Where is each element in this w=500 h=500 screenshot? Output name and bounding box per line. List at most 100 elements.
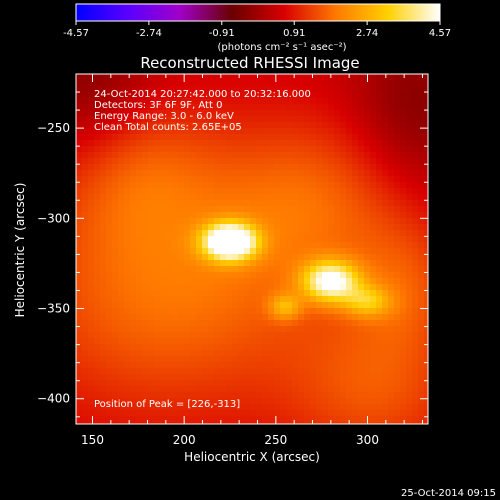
heatmap-cell bbox=[304, 374, 311, 381]
heatmap-cell bbox=[280, 206, 287, 213]
heatmap-cell bbox=[250, 368, 257, 375]
heatmap-cell bbox=[250, 158, 257, 165]
heatmap-cell bbox=[304, 272, 311, 279]
heatmap-cell bbox=[184, 308, 191, 315]
heatmap-cell bbox=[292, 236, 299, 243]
heatmap-cell bbox=[286, 218, 293, 225]
heatmap-cell bbox=[76, 86, 83, 93]
heatmap-cell bbox=[190, 122, 197, 129]
heatmap-cell bbox=[280, 398, 287, 405]
heatmap-cell bbox=[184, 146, 191, 153]
heatmap-cell bbox=[406, 404, 413, 411]
heatmap-cell bbox=[100, 248, 107, 255]
heatmap-cell bbox=[412, 218, 419, 225]
heatmap-cell bbox=[82, 290, 89, 297]
heatmap-cell bbox=[238, 326, 245, 333]
heatmap-cell bbox=[382, 206, 389, 213]
heatmap-cell bbox=[214, 152, 221, 159]
heatmap-cell bbox=[376, 338, 383, 345]
heatmap-cell bbox=[160, 74, 167, 81]
heatmap-cell bbox=[286, 416, 293, 423]
heatmap-cell bbox=[154, 332, 161, 339]
heatmap-cell bbox=[232, 152, 239, 159]
heatmap-cell bbox=[148, 422, 155, 425]
heatmap-cell bbox=[400, 266, 407, 273]
heatmap-cell bbox=[244, 110, 251, 117]
heatmap-cell bbox=[190, 158, 197, 165]
heatmap-cell bbox=[124, 140, 131, 147]
heatmap-cell bbox=[334, 320, 341, 327]
heatmap-cell bbox=[316, 200, 323, 207]
heatmap-cell bbox=[136, 164, 143, 171]
heatmap-cell bbox=[304, 128, 311, 135]
heatmap-cell bbox=[310, 356, 317, 363]
heatmap-cell bbox=[172, 248, 179, 255]
heatmap-cell bbox=[376, 134, 383, 141]
heatmap-cell bbox=[184, 110, 191, 117]
heatmap-cell bbox=[424, 236, 429, 243]
heatmap-cell bbox=[202, 326, 209, 333]
heatmap-cell bbox=[352, 380, 359, 387]
heatmap-cell bbox=[262, 194, 269, 201]
heatmap-cell bbox=[184, 392, 191, 399]
heatmap-cell bbox=[220, 86, 227, 93]
heatmap-cell bbox=[190, 278, 197, 285]
heatmap-cell bbox=[232, 386, 239, 393]
heatmap-cell bbox=[370, 314, 377, 321]
heatmap-cell bbox=[316, 98, 323, 105]
heatmap-cell bbox=[400, 200, 407, 207]
heatmap-cell bbox=[166, 230, 173, 237]
heatmap-cell bbox=[310, 338, 317, 345]
heatmap-cell bbox=[136, 266, 143, 273]
heatmap-cell bbox=[208, 368, 215, 375]
heatmap-cell bbox=[196, 188, 203, 195]
heatmap-cell bbox=[106, 308, 113, 315]
heatmap-cell bbox=[406, 422, 413, 425]
heatmap-cell bbox=[394, 356, 401, 363]
heatmap-cell bbox=[280, 158, 287, 165]
heatmap-cell bbox=[160, 278, 167, 285]
heatmap-cell bbox=[250, 110, 257, 117]
heatmap-cell bbox=[172, 212, 179, 219]
heatmap-cell bbox=[256, 266, 263, 273]
heatmap-cell bbox=[154, 230, 161, 237]
heatmap-cell bbox=[208, 152, 215, 159]
heatmap-cell bbox=[190, 386, 197, 393]
heatmap-cell bbox=[394, 146, 401, 153]
heatmap-cell bbox=[142, 314, 149, 321]
heatmap-cell bbox=[370, 146, 377, 153]
heatmap-cell bbox=[250, 98, 257, 105]
heatmap-cell bbox=[292, 386, 299, 393]
heatmap-cell bbox=[226, 338, 233, 345]
heatmap-cell bbox=[292, 98, 299, 105]
heatmap-cell bbox=[256, 134, 263, 141]
heatmap-cell bbox=[208, 212, 215, 219]
heatmap-cell bbox=[340, 146, 347, 153]
heatmap-cell bbox=[334, 164, 341, 171]
heatmap-cell bbox=[160, 98, 167, 105]
heatmap-cell bbox=[352, 74, 359, 81]
heatmap-cell bbox=[400, 170, 407, 177]
heatmap-cell bbox=[388, 272, 395, 279]
heatmap-cell bbox=[286, 266, 293, 273]
heatmap-cell bbox=[256, 338, 263, 345]
heatmap-cell bbox=[196, 308, 203, 315]
heatmap-cell bbox=[166, 260, 173, 267]
heatmap-cell bbox=[412, 146, 419, 153]
heatmap-cell bbox=[226, 152, 233, 159]
heatmap-cell bbox=[394, 188, 401, 195]
colorbar-tick-label: 0.91 bbox=[283, 28, 305, 39]
heatmap-cell bbox=[268, 284, 275, 291]
heatmap-cell bbox=[256, 212, 263, 219]
heatmap-cell bbox=[286, 140, 293, 147]
heatmap-cell bbox=[418, 320, 425, 327]
heatmap-cell bbox=[196, 194, 203, 201]
heatmap-cell bbox=[76, 140, 83, 147]
heatmap-cell bbox=[340, 116, 347, 123]
heatmap-cell bbox=[172, 164, 179, 171]
heatmap-cell bbox=[208, 230, 215, 237]
heatmap-cell bbox=[226, 236, 233, 243]
heatmap-cell bbox=[400, 326, 407, 333]
heatmap-cell bbox=[214, 236, 221, 243]
heatmap-cell bbox=[106, 116, 113, 123]
